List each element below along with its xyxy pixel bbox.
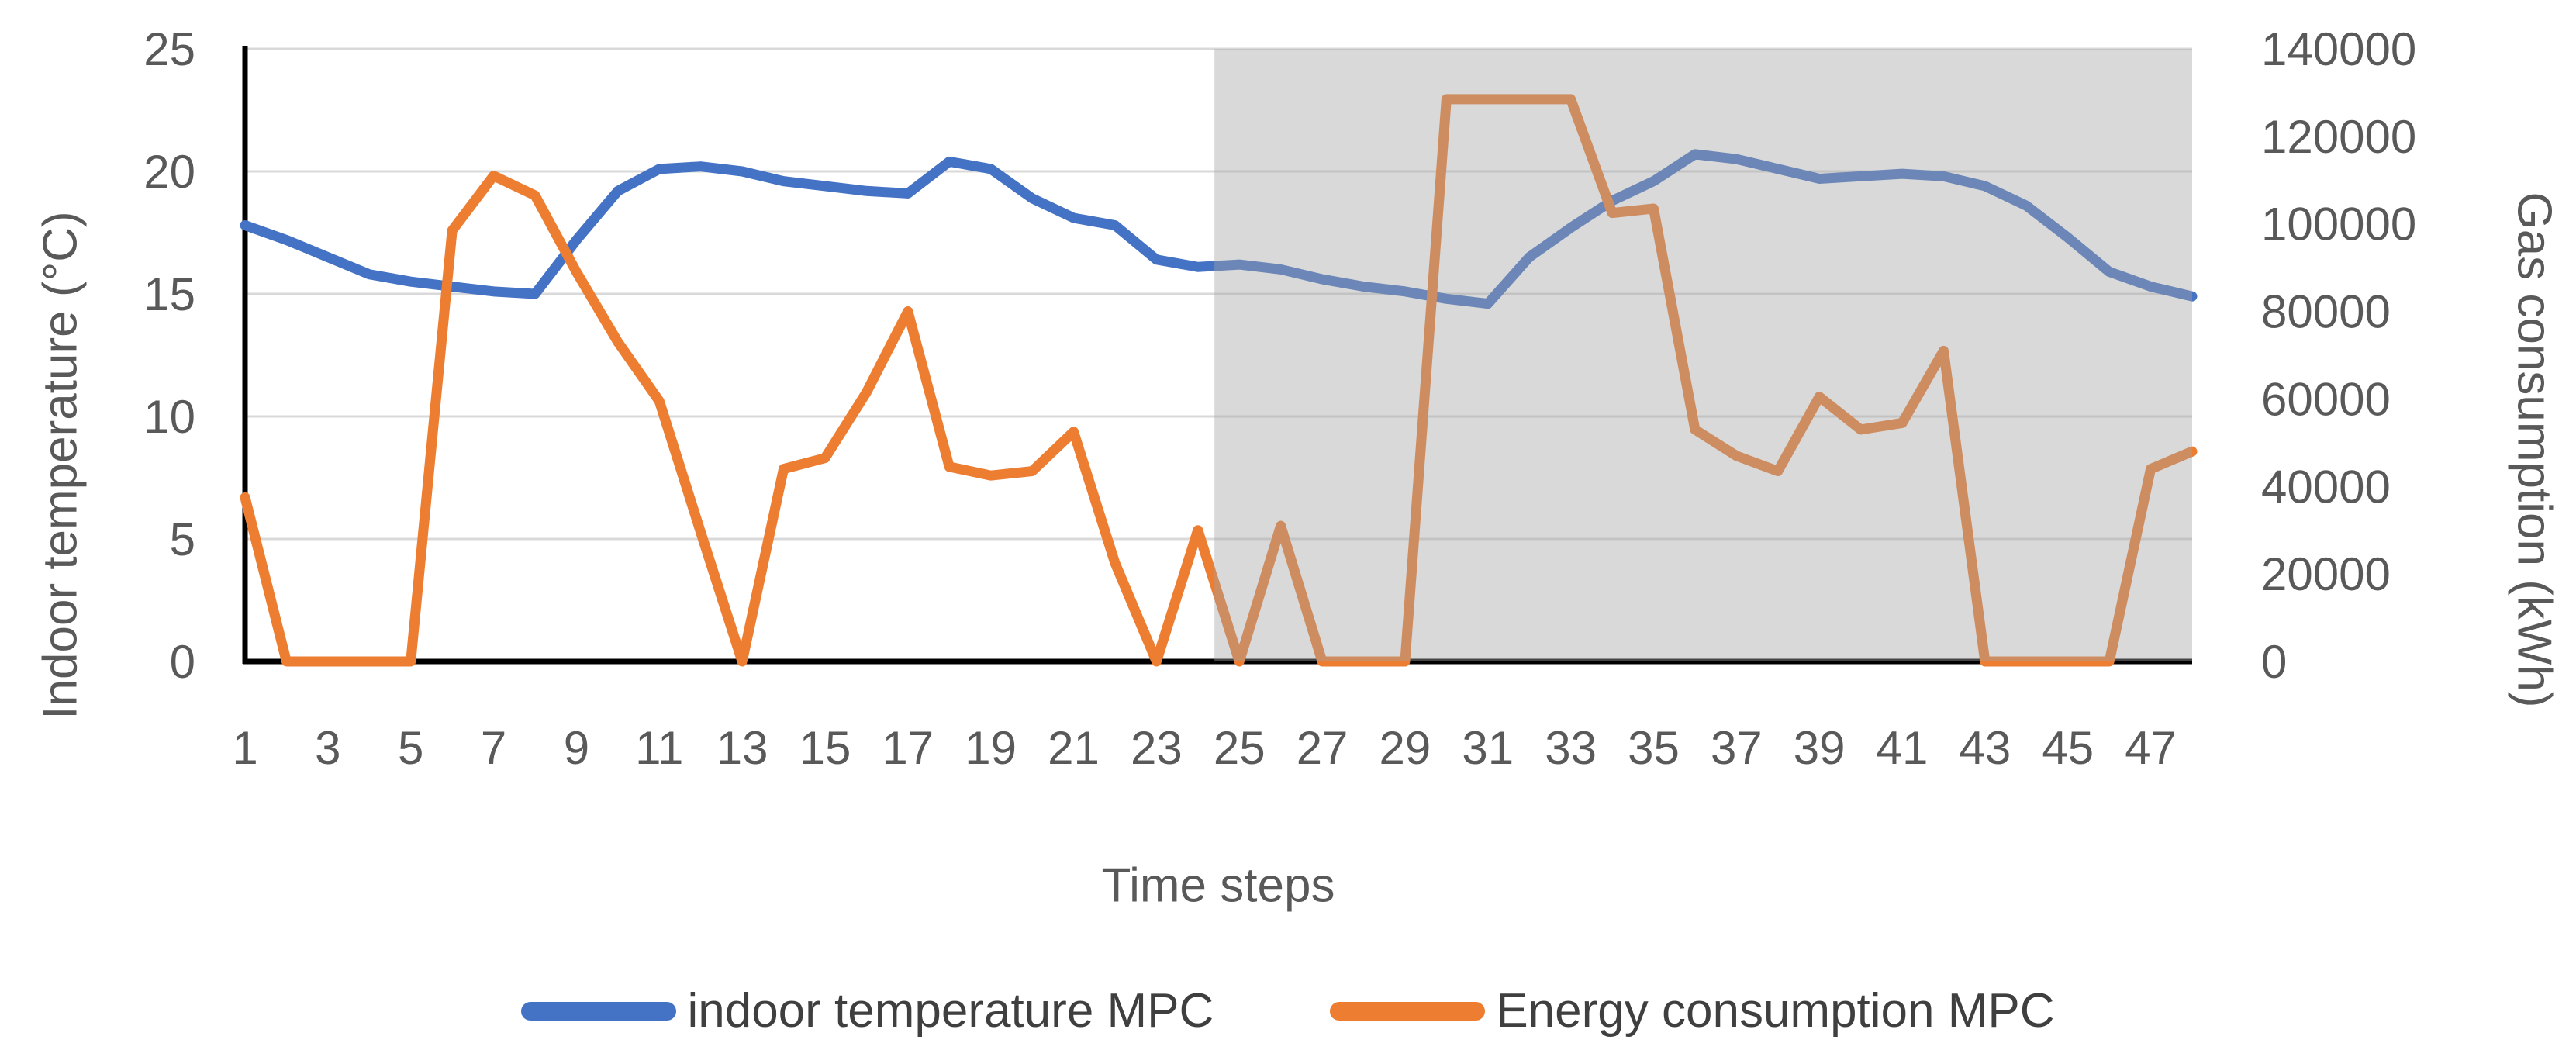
left-axis-tick-label: 5 <box>170 513 195 565</box>
legend-label-energy: Energy consumption MPC <box>1496 984 2055 1038</box>
left-axis-tick-label: 10 <box>143 391 195 443</box>
x-axis-tick-label: 33 <box>1545 722 1597 774</box>
x-axis-tick-label: 17 <box>882 722 934 774</box>
x-axis-tick-label: 35 <box>1628 722 1680 774</box>
x-axis-tick-label: 7 <box>481 722 506 774</box>
x-axis-tick-label: 9 <box>564 722 589 774</box>
x-axis-tick-label: 47 <box>2125 722 2177 774</box>
x-axis-tick-label: 37 <box>1711 722 1763 774</box>
right-axis-tick-label: 0 <box>2261 636 2287 688</box>
x-axis-tick-label: 31 <box>1462 722 1514 774</box>
right-axis-tick-label: 20000 <box>2261 548 2391 600</box>
x-axis-tick-label: 19 <box>965 722 1017 774</box>
right-axis-tick-label: 100000 <box>2261 199 2416 250</box>
x-axis-tick-label: 1 <box>232 722 257 774</box>
left-axis-tick-label: 0 <box>170 636 195 688</box>
x-axis-tick-label: 21 <box>1048 722 1100 774</box>
right-axis-tick-label: 40000 <box>2261 461 2391 513</box>
right-axis-title: Gas consumption (kWh) <box>2507 192 2561 708</box>
right-axis-tick-label: 120000 <box>2261 111 2416 163</box>
x-axis-tick-label: 23 <box>1131 722 1183 774</box>
x-axis-tick-label: 27 <box>1297 722 1348 774</box>
energy-series-swatch-icon <box>1330 1001 1486 1021</box>
right-axis-tick-label: 60000 <box>2261 373 2391 425</box>
x-axis-tick-label: 29 <box>1380 722 1431 774</box>
energy-line <box>240 94 2198 667</box>
x-axis-tick-label: 5 <box>398 722 423 774</box>
left-axis-title: Indoor temperature (°C) <box>33 211 88 720</box>
legend-item-temperature: indoor temperature MPC <box>521 983 1214 1038</box>
right-axis-tick-label: 140000 <box>2261 23 2416 75</box>
x-axis-title: Time steps <box>1101 858 1335 913</box>
x-axis-tick-label: 25 <box>1214 722 1266 774</box>
legend-label-temperature: indoor temperature MPC <box>687 984 1214 1038</box>
left-axis-tick-label: 15 <box>143 268 195 320</box>
x-axis-tick-label: 41 <box>1877 722 1929 774</box>
legend: indoor temperature MPC Energy consumptio… <box>0 983 2576 1038</box>
left-axis-tick-label: 20 <box>143 146 195 198</box>
right-axis-tick-label: 80000 <box>2261 286 2391 338</box>
x-axis-tick-label: 39 <box>1794 722 1846 774</box>
x-axis-tick-label: 11 <box>635 722 683 774</box>
left-axis-tick-label: 25 <box>143 23 195 75</box>
x-axis-tick-label: 43 <box>1959 722 2011 774</box>
temperature-series-swatch-icon <box>521 1001 677 1021</box>
x-axis-tick-label: 45 <box>2042 722 2094 774</box>
x-axis-tick-label: 3 <box>315 722 340 774</box>
x-axis-tick-label: 15 <box>799 722 851 774</box>
forecast-shaded-region <box>1214 49 2192 661</box>
x-axis-tick-label: 13 <box>717 722 768 774</box>
legend-item-energy: Energy consumption MPC <box>1330 983 2055 1038</box>
